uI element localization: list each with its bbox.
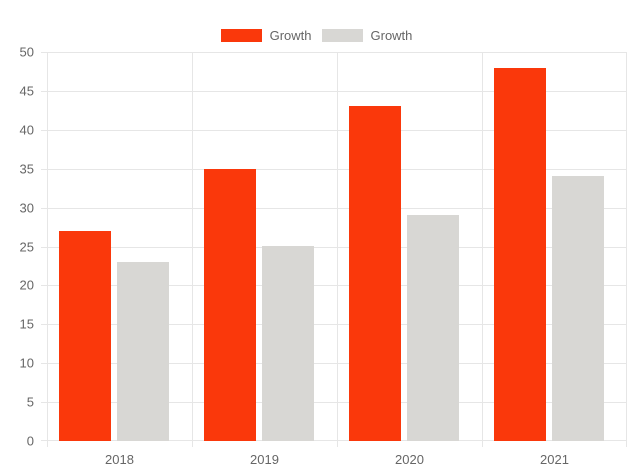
bar-series1-2019[interactable] bbox=[204, 169, 256, 441]
v-gridline bbox=[192, 52, 193, 447]
y-axis-tick-label: 40 bbox=[19, 122, 34, 138]
bar-series2-2018[interactable] bbox=[117, 262, 169, 441]
h-gridline bbox=[41, 208, 627, 209]
legend-swatch-series1 bbox=[220, 29, 262, 42]
bar-series1-2021[interactable] bbox=[494, 68, 546, 441]
legend-label-series1: Growth bbox=[269, 28, 312, 43]
h-gridline bbox=[41, 440, 627, 441]
y-axis-tick-label: 15 bbox=[19, 316, 34, 332]
y-axis-line bbox=[47, 52, 48, 447]
h-gridline bbox=[41, 285, 627, 286]
plot-area: 0 5 10 15 20 25 30 35 40 45 50 2018 2019 2020 2021 bbox=[20, 46, 627, 466]
y-axis-tick-label: 30 bbox=[19, 200, 34, 216]
chart-legend: Growth Growth bbox=[0, 28, 633, 43]
v-gridline bbox=[337, 52, 338, 447]
x-axis-tick-label: 2021 bbox=[540, 452, 569, 467]
x-axis-tick-label: 2018 bbox=[105, 452, 134, 467]
x-axis-tick-label: 2020 bbox=[395, 452, 424, 467]
h-gridline bbox=[41, 91, 627, 92]
h-gridline bbox=[41, 324, 627, 325]
v-gridline bbox=[626, 52, 627, 447]
v-gridline bbox=[482, 52, 483, 447]
y-axis-tick-label: 35 bbox=[19, 161, 34, 177]
bar-series1-2018[interactable] bbox=[59, 231, 111, 441]
h-gridline bbox=[41, 247, 627, 248]
y-axis-tick-label: 5 bbox=[26, 394, 34, 410]
h-gridline bbox=[41, 130, 627, 131]
h-gridline bbox=[41, 52, 627, 53]
y-axis-tick-label: 50 bbox=[19, 44, 34, 60]
bar-series2-2021[interactable] bbox=[552, 176, 604, 441]
legend-item-series1[interactable]: Growth bbox=[220, 28, 312, 43]
bar-series2-2020[interactable] bbox=[407, 215, 459, 441]
legend-label-series2: Growth bbox=[370, 28, 413, 43]
legend-swatch-series2 bbox=[321, 29, 363, 42]
h-gridline bbox=[41, 402, 627, 403]
y-axis-tick-label: 10 bbox=[19, 355, 34, 371]
bar-series1-2020[interactable] bbox=[349, 106, 401, 441]
y-axis-tick-label: 0 bbox=[26, 433, 34, 449]
y-axis-tick-label: 45 bbox=[19, 83, 34, 99]
legend-item-series2[interactable]: Growth bbox=[321, 28, 413, 43]
h-gridline bbox=[41, 363, 627, 364]
y-axis-tick-label: 25 bbox=[19, 239, 34, 254]
x-axis-tick-label: 2019 bbox=[250, 452, 279, 467]
h-gridline bbox=[41, 169, 627, 170]
y-axis-tick-label: 20 bbox=[19, 277, 34, 293]
bar-series2-2019[interactable] bbox=[262, 246, 314, 441]
